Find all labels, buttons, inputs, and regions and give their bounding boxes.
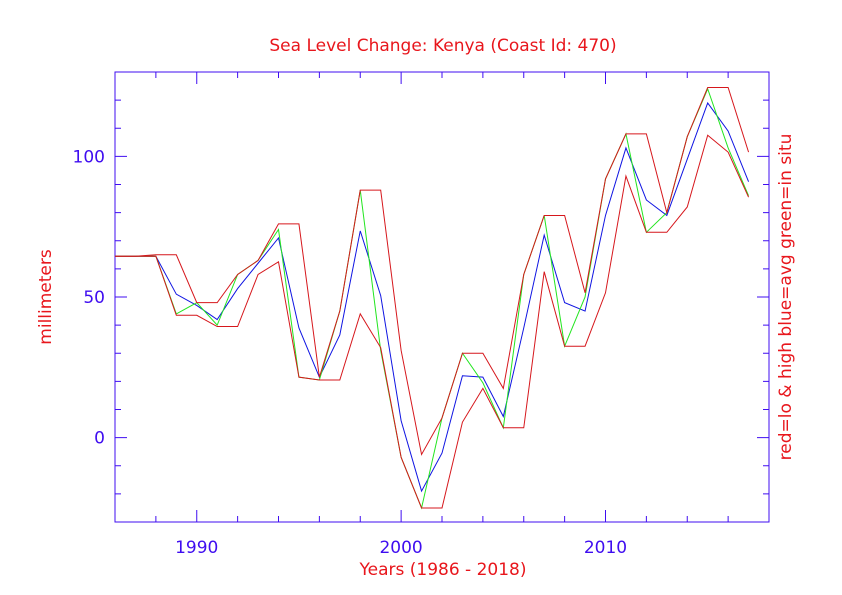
series-line-low — [115, 134, 750, 509]
y-axis-ticks: 0 50 100 — [73, 71, 769, 495]
chart-title: Sea Level Change: Kenya (Coast Id: 470) — [269, 36, 616, 56]
y-axis-label-right: red=lo & high blue=avg green=in situ — [776, 134, 796, 461]
y-tick-label: 0 — [94, 429, 105, 449]
y-axis-label: millimeters — [36, 249, 56, 345]
x-tick-label: 2010 — [584, 538, 627, 558]
y-tick-label: 50 — [83, 288, 105, 308]
x-tick-label: 2000 — [379, 538, 422, 558]
series-line-in-situ — [115, 87, 750, 510]
series-line-avg — [115, 101, 750, 493]
plot-frame — [114, 71, 770, 523]
x-axis-ticks: 1990 2000 2010 — [155, 72, 770, 558]
series-group — [115, 86, 750, 510]
series-line-high — [115, 86, 750, 456]
x-tick-label: 1990 — [175, 538, 218, 558]
y-tick-label: 100 — [73, 147, 105, 167]
x-axis-label: Years (1986 - 2018) — [359, 560, 527, 580]
